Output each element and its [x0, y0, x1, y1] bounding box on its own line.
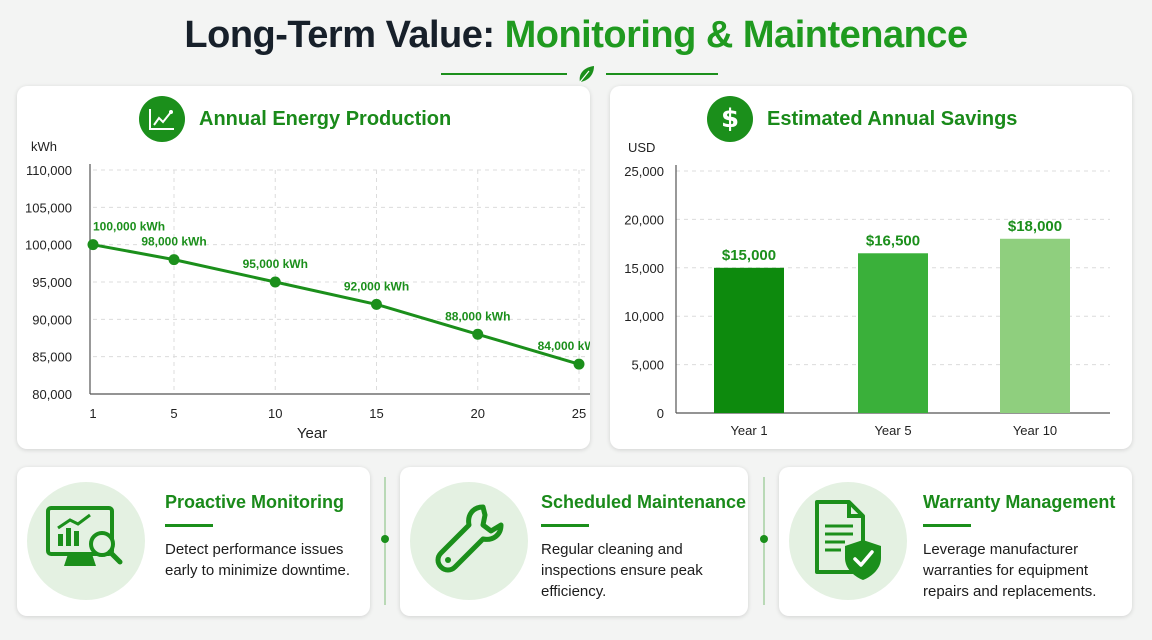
data-label: 92,000 kWh [344, 279, 409, 293]
title-divider [441, 66, 718, 83]
feature-card-monitoring: Proactive Monitoring Detect performance … [17, 467, 370, 616]
feature-rule-monitoring [165, 524, 213, 527]
energy-card-header: Annual Energy Production [139, 96, 451, 142]
data-point [472, 328, 484, 340]
data-point [269, 276, 281, 288]
y-tick-label: 85,000 [32, 350, 72, 365]
data-point [87, 239, 99, 251]
series-line [92, 243, 580, 366]
feature-title-warranty: Warranty Management [923, 492, 1116, 512]
bar-value-label: $15,000 [722, 247, 776, 264]
y-tick-label: 25,000 [624, 164, 664, 179]
y-tick-label: 10,000 [624, 309, 664, 324]
y-tick-label: 0 [657, 406, 664, 421]
x-tick-label: 1 [89, 406, 96, 421]
feature-text-warranty: Leverage manufacturer warranties for equ… [923, 541, 1097, 600]
feature-text-maintenance: Regular cleaning and inspections ensure … [541, 541, 703, 600]
data-point [371, 298, 382, 310]
x-tick-label: 5 [170, 406, 177, 421]
title-part2: Monitoring & Maintenance [504, 14, 969, 56]
data-point [168, 254, 180, 266]
x-tick-label: 15 [369, 406, 383, 421]
x-tick-label: 20 [471, 406, 485, 421]
bar [858, 253, 928, 413]
x-tick-label: Year 5 [874, 423, 911, 438]
feature-card-warranty: Warranty Management Leverage manufacture… [779, 467, 1132, 616]
bar [714, 267, 784, 413]
feature-card-maintenance: Scheduled Maintenance Regular cleaning a… [400, 467, 748, 616]
data-label: 100,000 kWh [93, 220, 165, 234]
dollar-icon: $ [707, 96, 753, 142]
page-title: Long-Term Value: Monitoring & Maintenanc… [0, 14, 1152, 57]
y-tick-label: 15,000 [624, 261, 664, 276]
x-tick-label: 10 [268, 406, 282, 421]
energy-line-chart: 80,00085,00090,00095,000100,000105,00011… [25, 163, 590, 442]
energy-y-unit: kWh [31, 139, 57, 154]
feature-divider-dot-2 [760, 535, 768, 543]
monitor-magnifier-icon [27, 482, 145, 600]
feature-text-monitoring: Detect performance issues early to minim… [165, 541, 351, 579]
data-label: 95,000 kWh [243, 257, 308, 271]
y-tick-label: 80,000 [32, 387, 72, 402]
savings-card: $ Estimated Annual Savings USD 0 5,000 10,… [610, 86, 1132, 449]
title-part1: Long-Term Value: [184, 14, 495, 56]
y-tick-label: 90,000 [32, 312, 72, 327]
energy-production-card: Annual Energy Production kWh 80,000 85,00… [17, 86, 590, 449]
data-point [573, 358, 585, 370]
savings-card-header: $ Estimated Annual Savings [707, 96, 1017, 142]
bar-value-label: $16,500 [866, 232, 920, 249]
savings-y-unit: USD [628, 140, 656, 155]
savings-bar-chart: 0 5,000 10,000 15,000 20,000 25,000 $15,000 Yea… [624, 164, 1110, 438]
y-tick-label: 100,000 [25, 238, 72, 253]
y-tick-label: 105,000 [25, 200, 72, 215]
y-tick-label: 20,000 [624, 212, 664, 227]
energy-card-title: Annual Energy Production [199, 107, 452, 130]
bar-value-label: $18,000 [1008, 218, 1062, 235]
feature-title-maintenance: Scheduled Maintenance [541, 492, 747, 512]
data-label: 84,000 kWh [538, 339, 590, 353]
x-tick-label: Year 10 [1013, 423, 1057, 438]
line-chart-icon [139, 96, 185, 142]
y-tick-label: 95,000 [32, 275, 72, 290]
document-shield-icon [789, 482, 907, 600]
savings-card-title: Estimated Annual Savings [767, 107, 1018, 130]
data-label: 88,000 kWh [445, 309, 510, 323]
y-tick-label: 5,000 [631, 358, 664, 373]
feature-divider-dot-1 [381, 535, 389, 543]
wrench-icon [410, 482, 528, 600]
leaf-icon [579, 66, 594, 83]
feature-rule-warranty [923, 524, 971, 527]
bar [1000, 238, 1070, 413]
x-tick-label: 25 [572, 406, 586, 421]
feature-title-monitoring: Proactive Monitoring [165, 492, 345, 512]
feature-rule-maintenance [541, 524, 589, 527]
x-tick-label: Year 1 [730, 423, 767, 438]
data-label: 98,000 kWh [141, 235, 206, 249]
x-axis-title: Year [297, 425, 327, 442]
y-tick-label: 110,000 [26, 163, 72, 178]
